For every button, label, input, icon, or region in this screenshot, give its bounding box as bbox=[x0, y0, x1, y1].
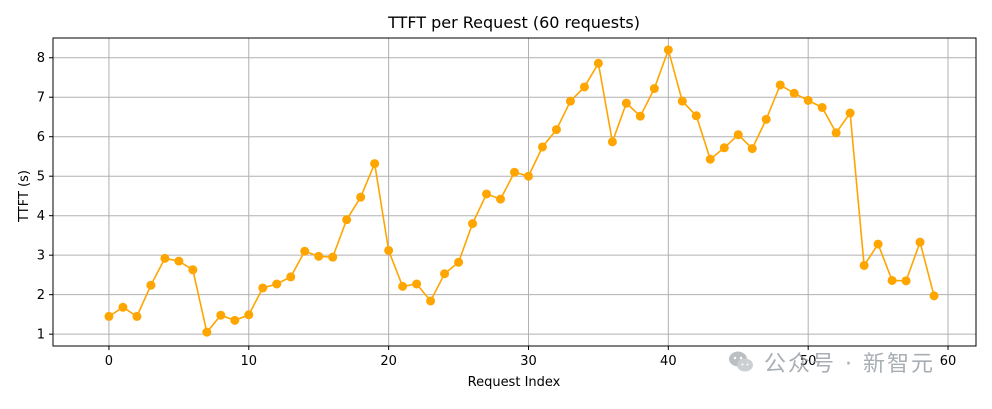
x-axis-label: Request Index bbox=[468, 375, 561, 390]
y-tick-label: 8 bbox=[37, 51, 45, 66]
grid bbox=[53, 38, 976, 346]
data-point bbox=[565, 96, 575, 106]
data-point bbox=[328, 252, 338, 262]
series-line bbox=[108, 47, 935, 334]
data-point bbox=[342, 215, 352, 225]
data-point bbox=[412, 279, 422, 289]
data-point bbox=[831, 128, 841, 138]
data-point bbox=[649, 84, 659, 94]
data-point bbox=[244, 310, 254, 320]
data-point bbox=[398, 281, 408, 291]
series-layer bbox=[104, 45, 939, 337]
data-point bbox=[370, 159, 380, 169]
x-tick-label: 0 bbox=[105, 354, 113, 369]
data-point bbox=[733, 130, 743, 140]
data-point bbox=[118, 302, 128, 312]
x-tick-label: 30 bbox=[520, 354, 537, 369]
y-tick-label: 1 bbox=[37, 328, 45, 343]
x-tick-label: 20 bbox=[380, 354, 397, 369]
data-point bbox=[258, 283, 268, 293]
data-point bbox=[202, 327, 212, 337]
y-tick-label: 7 bbox=[37, 91, 45, 106]
y-tick-label: 5 bbox=[37, 170, 45, 185]
data-point bbox=[677, 96, 687, 106]
data-point bbox=[482, 189, 492, 199]
data-point bbox=[537, 142, 547, 152]
data-point bbox=[132, 311, 142, 321]
data-point bbox=[775, 80, 785, 90]
data-point bbox=[719, 143, 729, 153]
plot-area-frame bbox=[52, 37, 977, 347]
data-point bbox=[607, 137, 617, 147]
data-point bbox=[356, 192, 366, 202]
data-point bbox=[440, 269, 450, 279]
data-point bbox=[146, 280, 156, 290]
data-point bbox=[929, 291, 939, 301]
x-tick-label: 40 bbox=[660, 354, 677, 369]
data-point bbox=[272, 279, 282, 289]
data-point bbox=[901, 276, 911, 286]
data-point bbox=[426, 296, 436, 306]
data-point bbox=[384, 245, 394, 255]
data-point bbox=[887, 275, 897, 285]
data-point bbox=[468, 219, 478, 229]
data-point bbox=[859, 260, 869, 270]
data-point bbox=[104, 311, 114, 321]
data-point bbox=[691, 111, 701, 121]
x-tick-label: 50 bbox=[800, 354, 817, 369]
data-point bbox=[873, 239, 883, 249]
data-point bbox=[635, 111, 645, 121]
data-point bbox=[747, 144, 757, 154]
data-point bbox=[705, 154, 715, 164]
data-point bbox=[593, 58, 603, 68]
x-tick-label: 60 bbox=[940, 354, 957, 369]
data-point bbox=[663, 45, 673, 55]
data-point bbox=[817, 102, 827, 112]
data-point bbox=[789, 88, 799, 98]
data-point bbox=[915, 237, 925, 247]
data-point bbox=[803, 95, 813, 105]
data-point bbox=[300, 246, 310, 256]
data-point bbox=[314, 251, 324, 261]
data-point bbox=[216, 310, 226, 320]
x-tick-label: 10 bbox=[241, 354, 258, 369]
data-point bbox=[845, 108, 855, 118]
data-point bbox=[286, 272, 296, 282]
x-axis-ticks: 0 10 20 30 40 50 60 bbox=[105, 346, 957, 369]
y-tick-label: 4 bbox=[37, 209, 45, 224]
data-point bbox=[523, 171, 533, 181]
y-tick-label: 3 bbox=[37, 249, 45, 264]
data-point bbox=[551, 125, 561, 135]
data-point bbox=[579, 82, 589, 92]
data-point bbox=[761, 114, 771, 124]
data-point bbox=[174, 256, 184, 266]
data-point bbox=[510, 167, 519, 177]
data-point bbox=[621, 98, 631, 108]
data-point bbox=[454, 257, 464, 267]
y-tick-label: 2 bbox=[37, 288, 45, 303]
data-point bbox=[230, 315, 240, 325]
y-axis-label: TTFT (s) bbox=[17, 170, 32, 223]
data-point bbox=[160, 253, 170, 263]
data-point bbox=[188, 265, 198, 275]
y-tick-label: 6 bbox=[37, 130, 45, 145]
chart-title: TTFT per Request (60 requests) bbox=[387, 13, 640, 32]
data-point bbox=[496, 194, 506, 204]
y-axis-ticks: 1 2 3 4 5 6 7 8 bbox=[37, 51, 53, 343]
